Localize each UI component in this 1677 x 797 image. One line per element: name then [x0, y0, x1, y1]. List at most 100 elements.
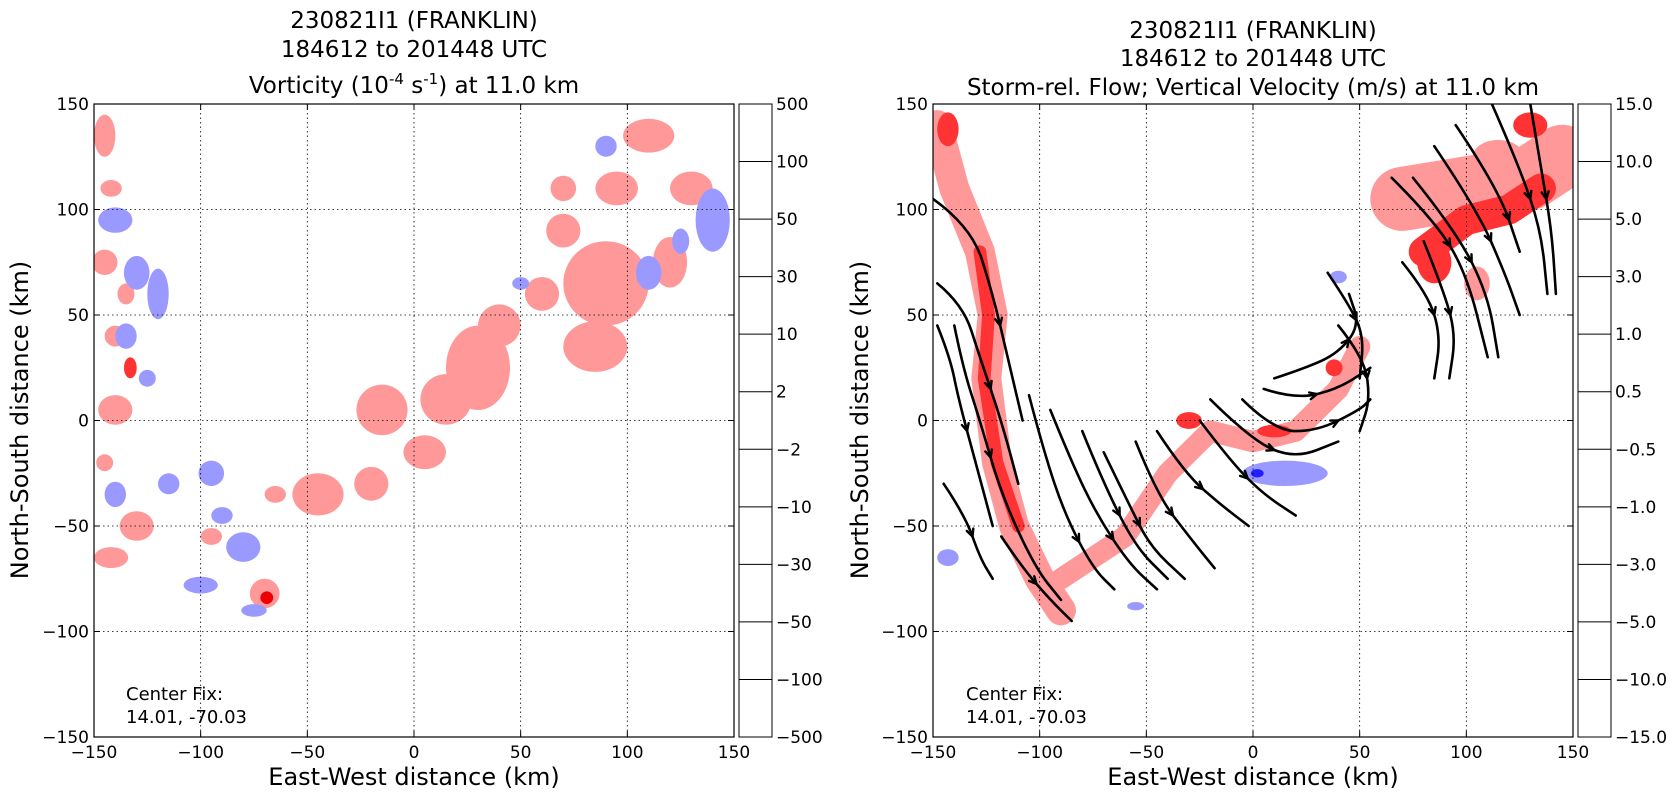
positive-contour	[478, 304, 521, 347]
negative-contour	[1250, 469, 1264, 478]
negative-contour	[937, 549, 959, 566]
y-tick-label: 50	[906, 306, 928, 326]
streamlines	[933, 104, 1558, 623]
vorticity-ticks: −150 −100 −50 0 50 100 150 −150 −100 −50 0 50 100 150	[42, 95, 750, 763]
colorbar-tick-label: −15.0	[1615, 728, 1667, 748]
field-band	[1408, 173, 1556, 267]
streamline-arrow	[1483, 232, 1493, 243]
vorticity-field	[94, 114, 730, 617]
positive-contour	[119, 511, 154, 541]
vorticity-title-line3: Vorticity (10-4 s-1) at 11.0 km	[249, 70, 579, 99]
field-band	[973, 245, 1025, 533]
positive-contour	[446, 325, 510, 410]
negative-contour	[98, 207, 133, 233]
positive-contour	[1257, 424, 1292, 438]
positive-contour	[563, 321, 628, 372]
positive-contour	[595, 171, 638, 206]
x-tick-label: −150	[71, 743, 118, 763]
positive-contour	[1417, 241, 1452, 284]
negative-contour	[1242, 460, 1328, 486]
negative-contour	[241, 604, 267, 617]
streamline-arrow	[994, 316, 1004, 327]
y-tick-label: −50	[53, 517, 89, 537]
velocity-title-line3: Storm-rel. Flow; Vertical Velocity (m/s)…	[967, 75, 1539, 101]
x-tick-label: 0	[1248, 743, 1259, 763]
positive-contour	[550, 175, 577, 202]
streamline-arrow	[965, 527, 975, 538]
colorbar-tick-label: 2	[776, 383, 787, 403]
colorbar-tick-label: 5.0	[1615, 210, 1642, 230]
y-tick-label: −100	[881, 623, 928, 643]
colorbar-tick-label: −10.0	[1615, 670, 1667, 690]
velocity-panel: 230821I1 (FRANKLIN) 184612 to 201448 UTC…	[846, 18, 1667, 791]
vorticity-center-fix-value: 14.01, -70.03	[126, 707, 247, 728]
positive-contour	[563, 241, 649, 326]
velocity-y-axis-label: North-South distance (km)	[846, 261, 874, 580]
streamline	[1027, 393, 1116, 591]
positive-contour	[1176, 412, 1202, 429]
streamline-arrow	[1071, 532, 1081, 543]
colorbar-tick-label: −0.5	[1615, 440, 1656, 460]
positive-contour	[937, 112, 959, 147]
vorticity-y-axis-label: North-South distance (km)	[6, 261, 34, 580]
colorbar-tick-label: −1.0	[1615, 498, 1656, 518]
positive-contour	[403, 435, 447, 470]
colorbar-tick-label: −3.0	[1615, 555, 1656, 575]
vorticity-title-exp2: -1	[423, 70, 438, 88]
colorbar-tick-label: 1.0	[1615, 325, 1642, 345]
y-tick-label: 0	[78, 412, 89, 432]
streamline	[1241, 398, 1372, 433]
velocity-ticks: −150 −100 −50 0 50 100 150 −150 −100 −50 0 50 100 150	[881, 95, 1589, 763]
y-tick-label: 0	[917, 412, 928, 432]
y-tick-label: −150	[42, 728, 89, 748]
colorbar-tick-label: 10	[776, 325, 798, 345]
x-tick-label: 100	[1450, 743, 1482, 763]
negative-contour	[115, 323, 137, 349]
y-tick-label: −150	[881, 728, 928, 748]
colorbar-tick-label: 50	[776, 210, 798, 230]
vorticity-title-pre: Vorticity (10	[249, 73, 389, 99]
negative-contour	[695, 188, 730, 252]
x-tick-label: −100	[1016, 743, 1063, 763]
vorticity-grid	[94, 104, 734, 737]
colorbar-tick-label: −100	[776, 670, 823, 690]
x-tick-label: −150	[910, 743, 957, 763]
negative-contour	[1127, 602, 1145, 611]
x-tick-label: 50	[510, 743, 532, 763]
negative-contour	[183, 576, 218, 594]
colorbar-frame	[738, 103, 773, 738]
positive-contour	[117, 283, 135, 305]
streamline-arrow	[1132, 516, 1142, 528]
positive-contour	[260, 591, 274, 604]
positive-contour	[623, 118, 675, 153]
positive-contour	[94, 114, 116, 157]
positive-contour	[96, 454, 114, 472]
colorbar-tick-label: −500	[776, 728, 823, 748]
positive-contour	[524, 277, 560, 311]
streamline-arrow	[1464, 253, 1473, 264]
x-tick-label: 100	[611, 743, 643, 763]
negative-contour	[226, 532, 261, 562]
streamline-arrow	[960, 422, 970, 433]
streamline-arrow	[1265, 443, 1276, 452]
velocity-grid	[933, 104, 1573, 737]
x-tick-label: 150	[718, 743, 750, 763]
negative-contour	[138, 369, 156, 387]
streamline-arrow	[983, 379, 993, 391]
velocity-title-line1: 230821I1 (FRANKLIN)	[1129, 18, 1377, 44]
y-tick-label: 150	[896, 95, 928, 115]
y-tick-label: −100	[42, 623, 89, 643]
positive-contour	[1472, 139, 1524, 174]
vorticity-colorbar: −500 −100 −50 −30 −10 −2 2 10 30 50 100 500	[738, 95, 823, 748]
y-tick-label: 150	[57, 95, 89, 115]
negative-contour	[595, 135, 617, 157]
vorticity-center-fix-label: Center Fix:	[126, 684, 223, 705]
colorbar-tick-label: 3.0	[1615, 268, 1642, 288]
positive-contour	[94, 547, 129, 569]
positive-contour	[100, 180, 122, 197]
streamline-arrow	[1540, 190, 1550, 201]
positive-contour	[264, 486, 286, 503]
colorbar-tick-label: −2	[776, 440, 801, 460]
positive-contour	[292, 473, 344, 516]
